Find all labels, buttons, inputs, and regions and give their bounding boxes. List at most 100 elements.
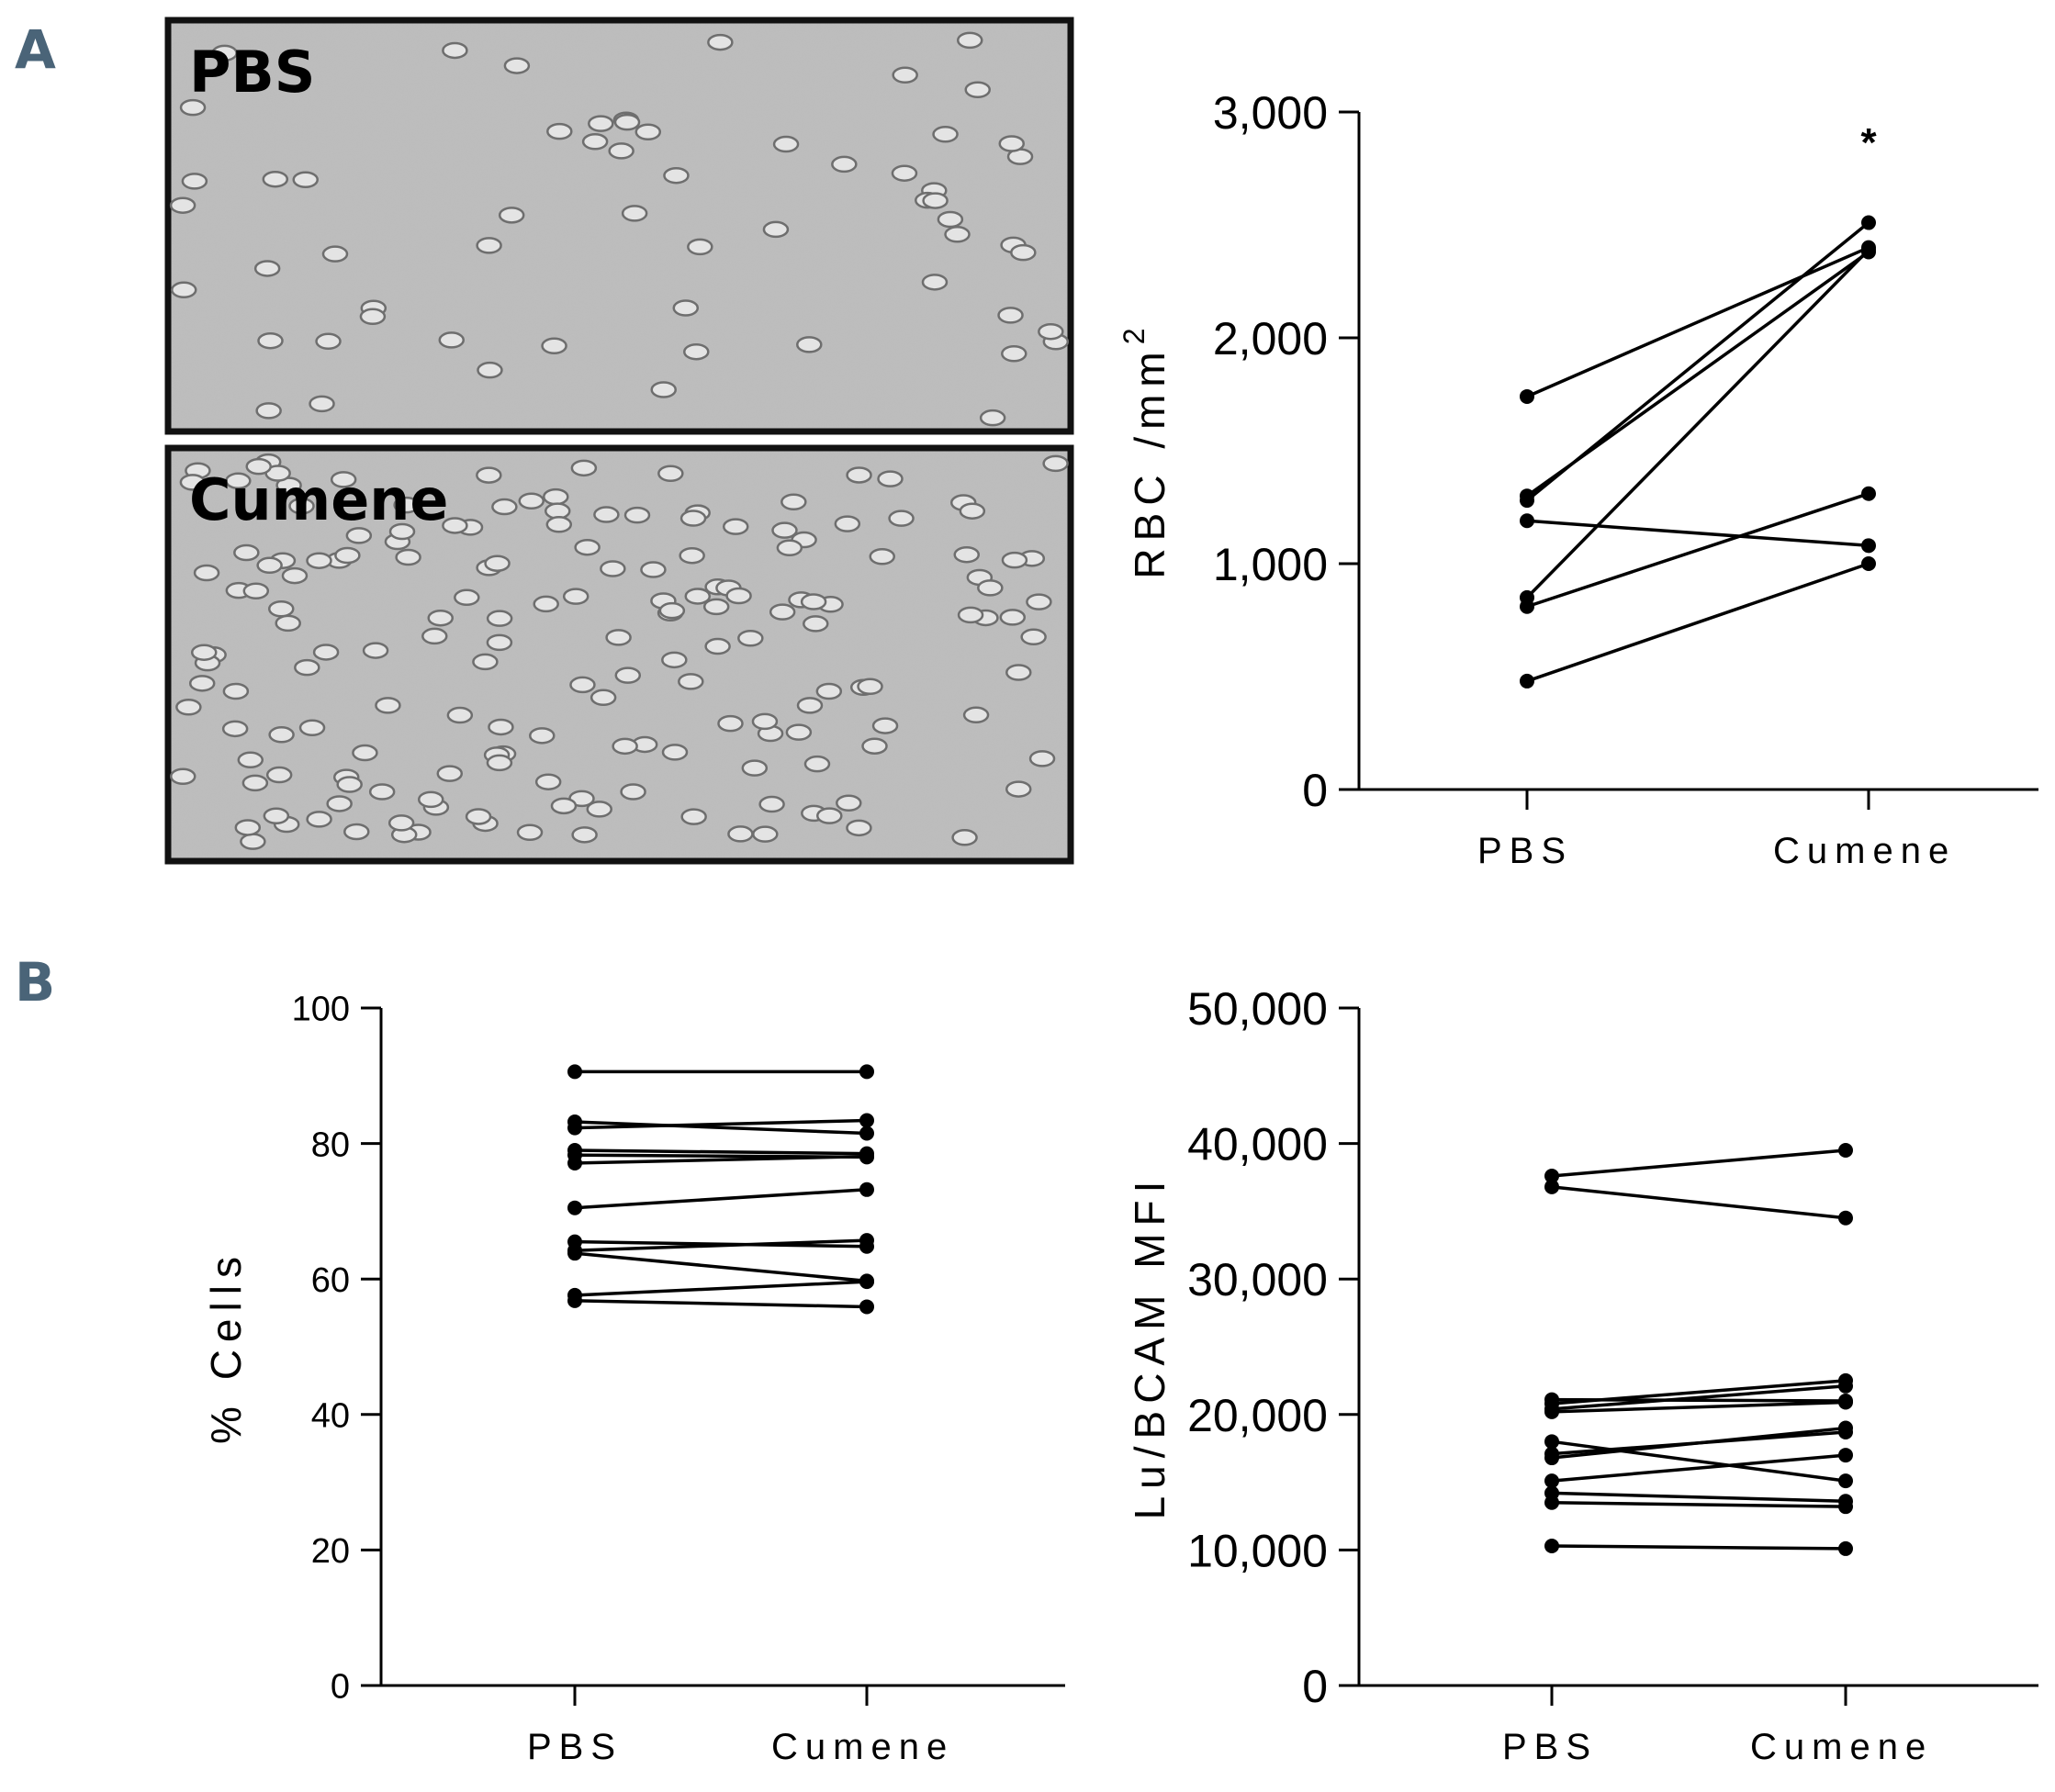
red-cell: [683, 342, 710, 361]
cells-x-tick-label: Cumene: [771, 1727, 954, 1767]
red-cell: [658, 601, 686, 620]
red-cell: [612, 737, 638, 756]
lubcam-x-tick-label: Cumene: [1750, 1727, 1933, 1767]
red-cell: [288, 497, 315, 515]
cells-y-tick-label: 100: [292, 991, 350, 1029]
cells-point: [859, 1274, 874, 1290]
red-cell: [684, 588, 712, 605]
red-cell: [679, 546, 705, 565]
red-cell: [1005, 664, 1032, 681]
red-cell: [476, 466, 502, 484]
red-cell: [169, 196, 197, 214]
lubcam-series-line: [1551, 1185, 1847, 1220]
red-cell: [581, 133, 609, 151]
red-cell: [263, 807, 290, 824]
red-cell: [265, 766, 293, 784]
red-cell: [605, 629, 632, 646]
red-cell: [193, 564, 220, 582]
red-cell: [834, 515, 861, 532]
lubcam-y-tick-label: 50,000: [1187, 983, 1328, 1035]
red-cell: [421, 627, 448, 645]
lubcam-y-tick-label: 10,000: [1187, 1525, 1328, 1576]
lubcam-series-line: [1551, 1148, 1847, 1178]
cells-y-axis-title: % Cells: [202, 1249, 250, 1444]
red-cell: [476, 237, 502, 254]
cells-point: [859, 1182, 874, 1197]
rbc-y-tick-label: 1,000: [1213, 539, 1328, 590]
rbc-point: [1861, 556, 1876, 571]
lubcam-point: [1838, 1142, 1853, 1158]
red-cell: [570, 459, 598, 477]
red-cell: [937, 210, 964, 229]
red-cell: [831, 155, 858, 174]
red-cell: [503, 57, 531, 74]
micrograph-cumene: Cumene: [164, 444, 1074, 865]
red-cell: [722, 518, 749, 535]
micrograph-pbs: PBS: [164, 17, 1074, 435]
red-cell: [846, 819, 872, 837]
rbc-y-axis-title: RBC /mm2: [1117, 320, 1173, 578]
red-cell: [796, 697, 824, 714]
red-cell: [343, 823, 370, 841]
red-cell: [956, 31, 983, 50]
cells-point: [859, 1113, 874, 1128]
red-cell: [181, 173, 208, 190]
red-cell: [888, 510, 915, 527]
red-cell: [680, 808, 707, 825]
lubcam-point: [1544, 1179, 1559, 1194]
chart-lubcam-mfi: 0 10,000 20,000 30,000 40,000 50,000 PBS Cumene…: [1126, 983, 2038, 1767]
micrograph-cumene-cells: [169, 453, 1069, 850]
red-cell: [175, 698, 202, 716]
red-cell: [298, 719, 326, 736]
red-cell: [959, 502, 986, 520]
rbc-series-line: [1525, 248, 1870, 599]
red-cell: [621, 205, 648, 222]
rbc-y-tick-label: 2,000: [1213, 313, 1328, 364]
red-cell: [707, 33, 734, 51]
red-cell: [275, 614, 301, 633]
red-cell: [442, 41, 468, 60]
red-cell: [614, 666, 642, 684]
cells-y-tick-label: 80: [311, 1126, 350, 1164]
rbc-point: [1520, 388, 1534, 404]
red-cell: [336, 776, 363, 793]
lubcam-point: [1838, 1378, 1853, 1394]
red-cell: [233, 543, 260, 562]
red-cell: [241, 774, 269, 792]
lubcam-point: [1544, 1538, 1559, 1553]
red-cell: [679, 510, 707, 527]
red-cell: [780, 493, 807, 511]
red-cell: [334, 546, 361, 565]
red-cell: [727, 825, 754, 843]
rbc-point: [1520, 599, 1534, 614]
lubcam-point: [1838, 1448, 1853, 1463]
red-cell: [623, 506, 651, 524]
rbc-series-line: [1526, 245, 1870, 398]
red-cell: [292, 171, 319, 188]
red-cell: [438, 331, 466, 349]
red-cell: [375, 697, 401, 714]
red-cell: [687, 238, 713, 256]
red-cell: [179, 98, 207, 117]
rbc-significance-marker: *: [1860, 120, 1877, 165]
rbc-x-tick-label: Cumene: [1773, 831, 1956, 871]
red-cell: [717, 714, 744, 733]
lubcam-point: [1544, 1495, 1559, 1510]
red-cell: [751, 712, 779, 731]
lubcam-x-tick-label: PBS: [1502, 1727, 1598, 1767]
red-cell: [857, 678, 883, 696]
red-cell: [702, 598, 730, 616]
red-cell: [1010, 243, 1037, 262]
red-cell: [255, 402, 282, 420]
cells-x-tick-label: PBS: [527, 1727, 623, 1767]
panel-a-letter: A: [15, 18, 56, 81]
red-cell: [977, 579, 1004, 597]
red-cell: [803, 615, 829, 633]
red-cell: [545, 516, 573, 533]
rbc-point: [1520, 493, 1534, 509]
red-cell: [253, 260, 281, 277]
rbc-point: [1861, 538, 1876, 554]
red-cell: [543, 487, 569, 506]
red-cell: [957, 606, 984, 624]
